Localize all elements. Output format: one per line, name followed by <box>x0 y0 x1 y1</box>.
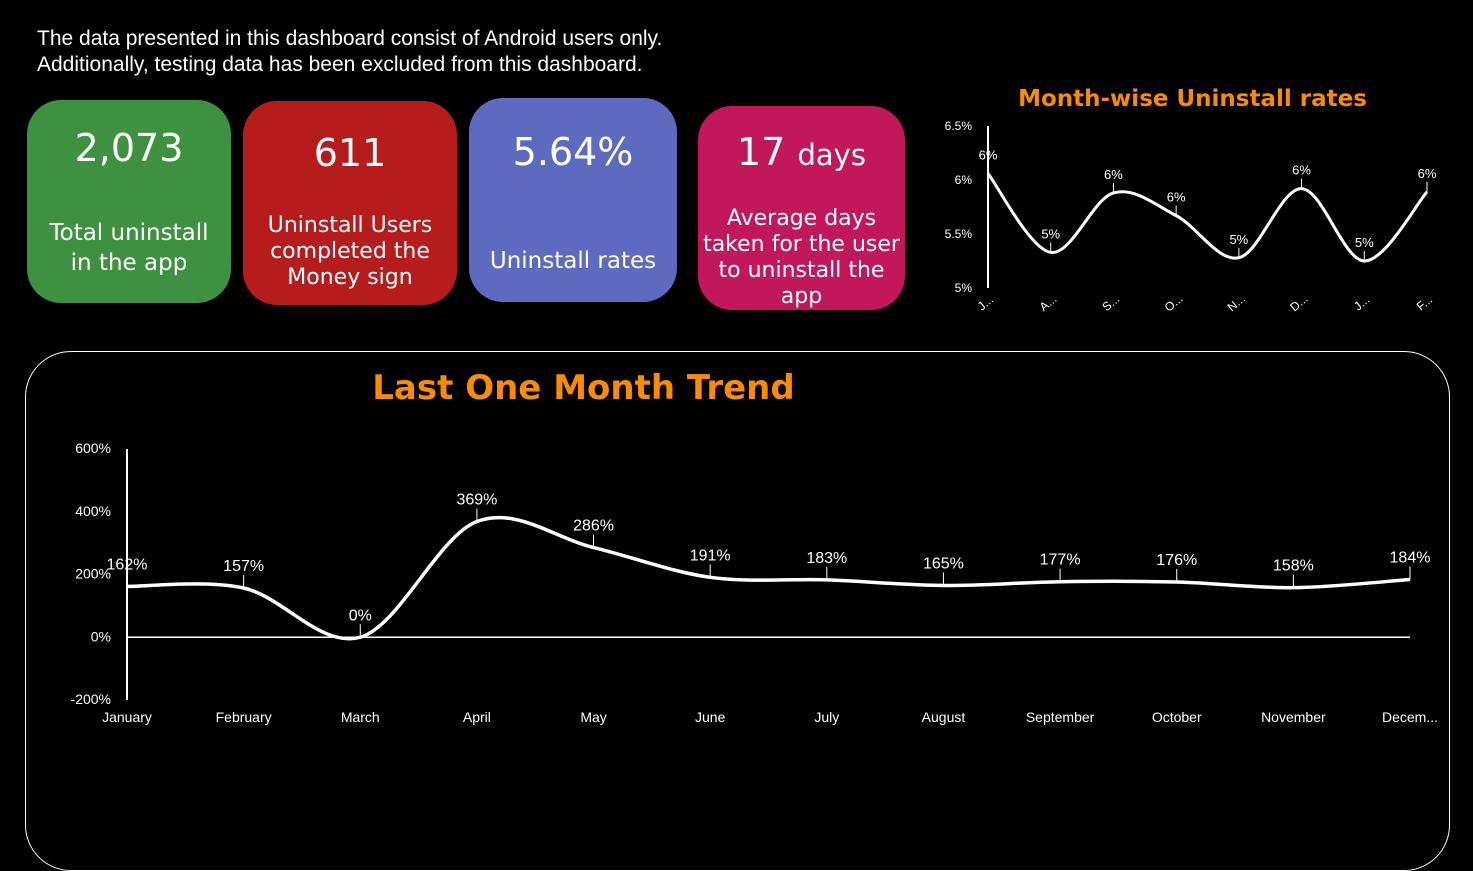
y-tick-label: 200% <box>75 566 111 582</box>
kpi-label-line: Uninstall Users <box>267 213 433 238</box>
data-label: 184% <box>1390 550 1431 567</box>
data-label: 6% <box>1292 163 1311 178</box>
kpi-label-line: taken for the user <box>703 232 900 257</box>
kpi-label-line: Total uninstall <box>49 220 209 246</box>
kpi-label-line: in the app <box>70 250 188 276</box>
kpi-label: Uninstall rates <box>469 248 677 274</box>
kpi-card-total-uninstall: 2,073 Total uninstall in the app <box>27 100 231 303</box>
kpi-label-line: Money sign <box>287 265 413 290</box>
data-label: 183% <box>806 550 847 567</box>
x-tick-label: February <box>216 709 272 725</box>
data-label: 158% <box>1273 558 1314 575</box>
x-tick-label: March <box>341 709 380 725</box>
y-tick-label: -200% <box>71 691 111 707</box>
data-label: 191% <box>690 547 731 564</box>
y-tick-label: 5% <box>955 281 973 295</box>
kpi-card-average-days: 17 days Average days taken for the user … <box>698 106 905 310</box>
kpi-label: Average days taken for the user to unins… <box>698 206 905 310</box>
kpi-label-line: Uninstall rates <box>489 248 657 274</box>
data-label: 176% <box>1156 552 1197 569</box>
data-label: 6% <box>1167 190 1186 205</box>
data-label: 6% <box>979 148 998 163</box>
data-label: 369% <box>456 491 497 508</box>
x-tick-label: June <box>695 709 726 725</box>
kpi-label: Total uninstall in the app <box>27 218 231 278</box>
data-label: 5% <box>1229 232 1248 247</box>
monthwise-uninstall-chart: 5%5.5%6%6.5%J... A... S... O... N... D... J...… <box>945 119 1437 315</box>
kpi-unit: days <box>797 138 866 172</box>
trend-chart-title: Last One Month Trend <box>372 368 795 408</box>
y-tick-label: 400% <box>75 503 111 519</box>
kpi-card-money-sign-users: 611 Uninstall Users completed the Money … <box>243 101 457 305</box>
kpi-label-line: Average days <box>726 206 877 231</box>
x-tick-label: November <box>1261 709 1326 725</box>
data-label: 0% <box>349 607 372 624</box>
x-tick-label: January <box>102 709 152 725</box>
x-tick-label: May <box>580 709 606 725</box>
x-tick-label: Decem... <box>1382 709 1438 725</box>
data-label: 162% <box>107 556 148 573</box>
kpi-value: 611 <box>243 131 457 175</box>
data-label: 5% <box>1041 226 1060 241</box>
y-tick-label: 0% <box>91 628 111 644</box>
kpi-number: 17 <box>737 130 786 174</box>
x-tick-label: July <box>814 709 839 725</box>
y-tick-label: 6.5% <box>945 119 973 133</box>
dashboard-note: The data presented in this dashboard con… <box>37 26 662 78</box>
data-label: 5% <box>1355 235 1374 250</box>
kpi-label-line: completed the <box>270 239 430 264</box>
y-tick-label: 6% <box>955 173 973 187</box>
data-label: 157% <box>223 558 264 575</box>
data-label: 177% <box>1040 552 1081 569</box>
kpi-number: 611 <box>313 131 387 175</box>
x-tick-label: September <box>1026 709 1095 725</box>
kpi-card-uninstall-rate: 5.64% Uninstall rates <box>469 98 677 302</box>
kpi-value: 5.64% <box>469 130 677 174</box>
note-line-2: Additionally, testing data has been excl… <box>37 53 643 76</box>
data-label: 165% <box>923 555 964 572</box>
kpi-number: 5.64% <box>512 130 634 174</box>
data-label: 286% <box>573 518 614 535</box>
series-line <box>986 172 1429 263</box>
x-tick-label: October <box>1152 709 1202 725</box>
data-label: 6% <box>1418 166 1437 181</box>
data-label: 6% <box>1104 167 1123 182</box>
kpi-value: 2,073 <box>27 126 231 170</box>
kpi-value: 17 days <box>698 130 905 174</box>
series-line <box>126 515 1411 641</box>
y-tick-label: 600% <box>75 440 111 456</box>
y-tick-label: 5.5% <box>945 227 973 241</box>
kpi-label-line: to uninstall the app <box>718 258 885 309</box>
kpi-label: Uninstall Users completed the Money sign <box>243 213 457 291</box>
kpi-number: 2,073 <box>74 126 184 170</box>
monthwise-chart-title: Month-wise Uninstall rates <box>1018 86 1367 112</box>
note-line-1: The data presented in this dashboard con… <box>37 27 663 50</box>
x-tick-label: August <box>922 709 966 725</box>
last-month-trend-chart: -200% 0% 200% 400% 600% January February March A… <box>71 440 1438 725</box>
x-tick-label: April <box>463 709 491 725</box>
